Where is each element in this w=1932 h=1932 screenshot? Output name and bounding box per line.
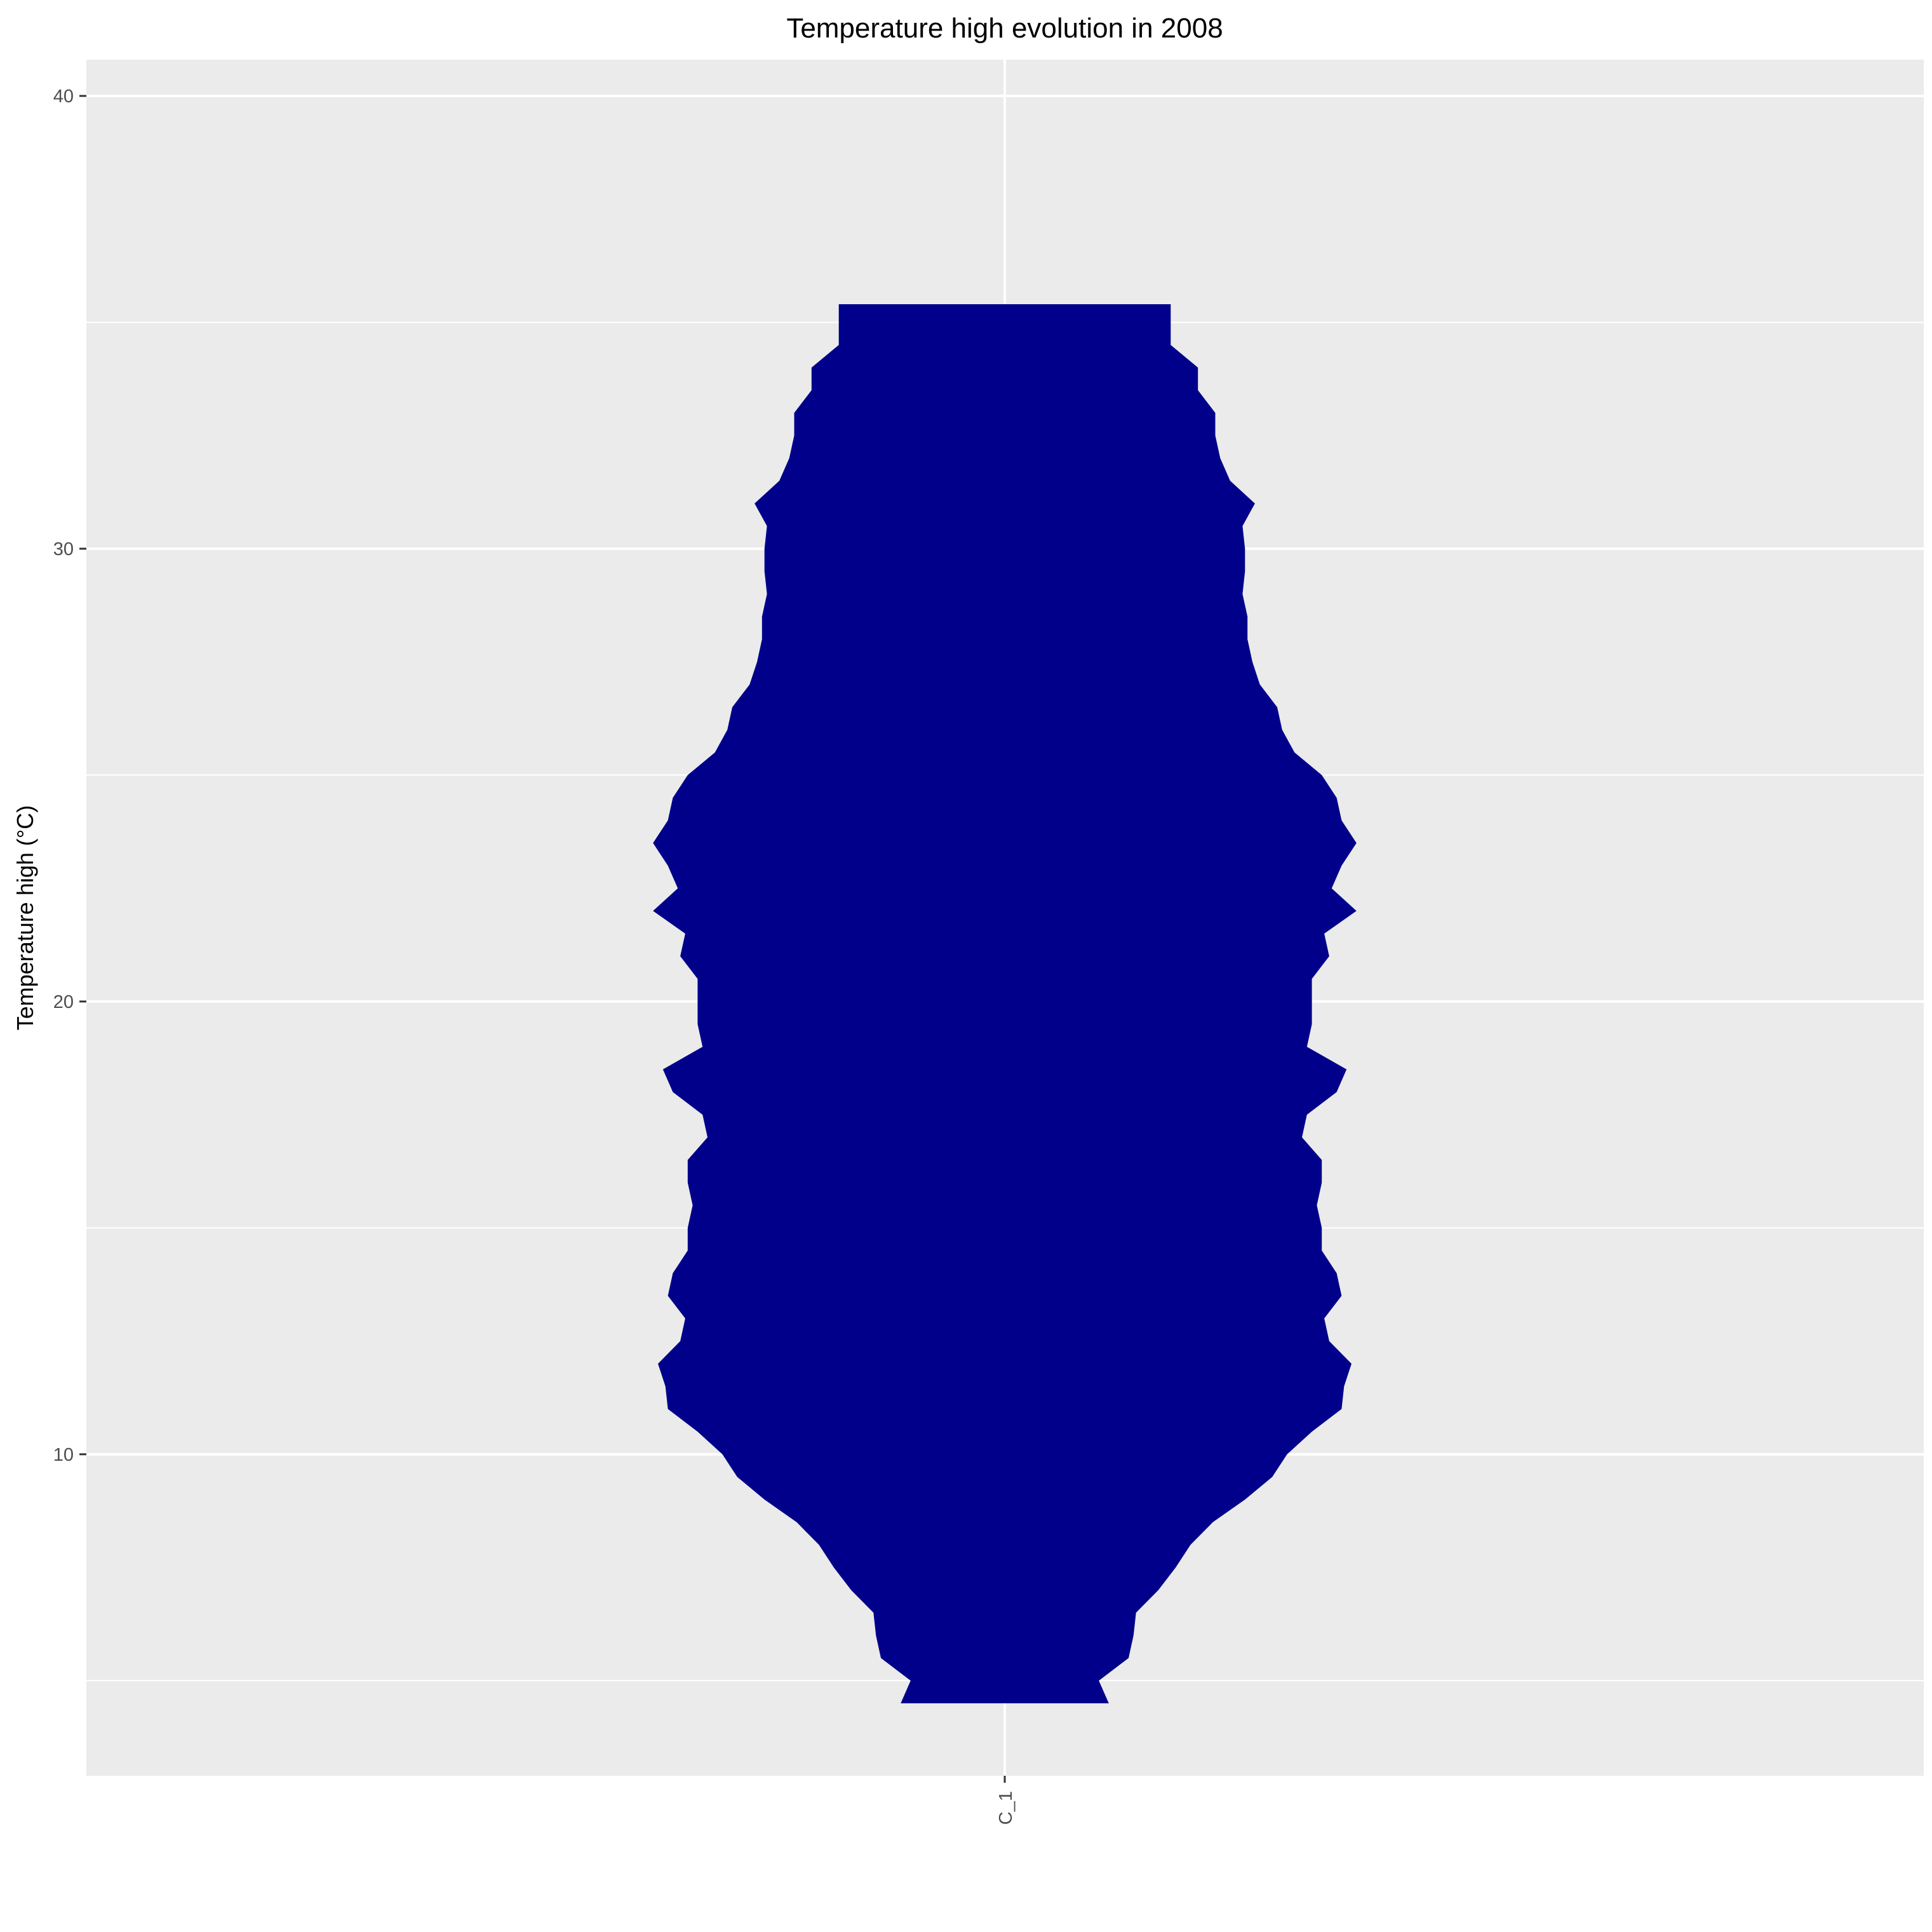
y-axis-label: Temperature high (°C)	[12, 805, 38, 1031]
axes: 10 20 30 40 C_1	[53, 86, 1016, 1825]
y-tick-label: 30	[53, 539, 74, 560]
x-tick-label: C_1	[996, 1791, 1016, 1825]
y-tick-label: 10	[53, 1445, 74, 1465]
chart-title: Temperature high evolution in 2008	[786, 13, 1223, 44]
y-tick-label: 40	[53, 86, 74, 107]
violin-shape-C_1	[653, 304, 1357, 1703]
y-tick-label: 20	[53, 992, 74, 1012]
